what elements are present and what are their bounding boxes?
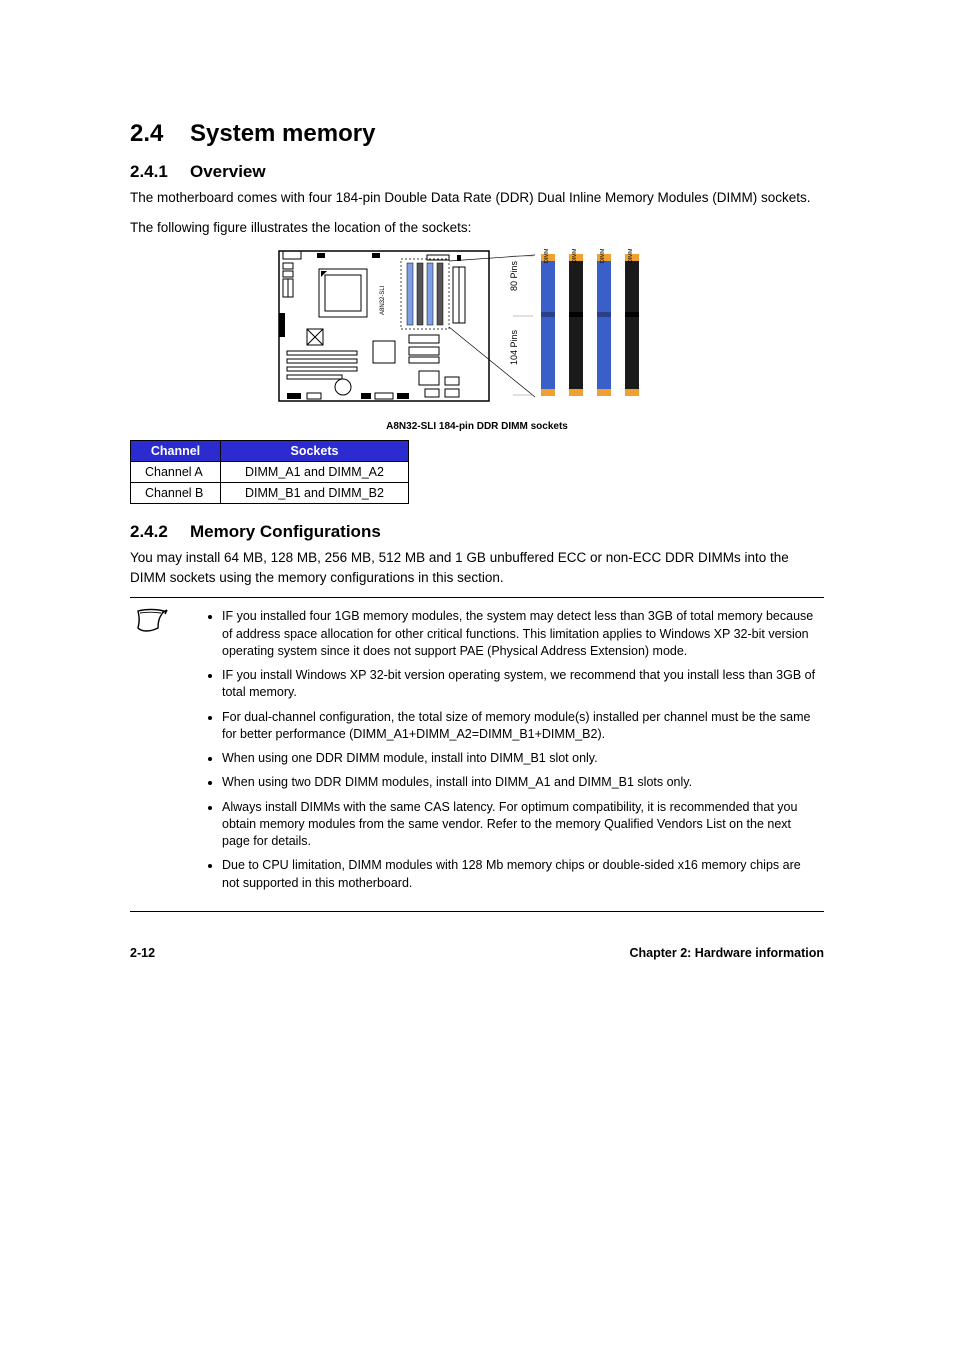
subsection-title: Overview [190, 162, 266, 181]
note-item: When using one DDR DIMM module, install … [222, 750, 820, 767]
channel-table: Channel Sockets Channel A DIMM_A1 and DI… [130, 440, 409, 504]
dimm-slot-0: DIMM_A1 [541, 249, 555, 396]
section-title: System memory [190, 120, 375, 147]
pins-top-label: 80 Pins [509, 261, 519, 292]
board-label: A8N32-SLI [380, 285, 386, 315]
dimm-diagram: A8N32-SLI 80 Pins 104 Pins [130, 249, 824, 419]
dimm-slot-3: DIMM_B2 [625, 249, 639, 396]
svg-text:DIMM_A2: DIMM_A2 [572, 249, 578, 263]
subsection-memconf-heading: 2.4.2Memory Configurations [130, 522, 824, 542]
subsection-overview-heading: 2.4.1Overview [130, 162, 824, 182]
note-icon [134, 608, 176, 899]
section-heading: 2.4System memory [130, 120, 824, 148]
subsection-number: 2.4.2 [130, 522, 190, 542]
td-sockets: DIMM_A1 and DIMM_A2 [221, 462, 409, 483]
svg-text:DIMM_B1: DIMM_B1 [600, 249, 606, 263]
pins-bottom-label: 104 Pins [509, 330, 519, 366]
note-item: When using two DDR DIMM modules, install… [222, 774, 820, 791]
td-sockets: DIMM_B1 and DIMM_B2 [221, 483, 409, 504]
td-channel: Channel A [131, 462, 221, 483]
page-number: 2-12 [130, 946, 155, 960]
dimm-on-board [407, 263, 443, 325]
note-item: Due to CPU limitation, DIMM modules with… [222, 857, 820, 892]
note-item: IF you installed four 1GB memory modules… [222, 608, 820, 660]
dimm-slot-1: DIMM_A2 [569, 249, 583, 396]
td-channel: Channel B [131, 483, 221, 504]
table-row: Channel A DIMM_A1 and DIMM_A2 [131, 462, 409, 483]
svg-text:DIMM_B2: DIMM_B2 [628, 249, 634, 263]
svg-text:DIMM_A1: DIMM_A1 [544, 249, 550, 263]
dimm-slot-2: DIMM_B1 [597, 249, 611, 396]
th-channel: Channel [131, 441, 221, 462]
table-row: Channel B DIMM_B1 and DIMM_B2 [131, 483, 409, 504]
subsection-title: Memory Configurations [190, 522, 381, 541]
note-box: IF you installed four 1GB memory modules… [130, 597, 824, 912]
note-item: Always install DIMMs with the same CAS l… [222, 799, 820, 851]
page-footer: 2-12 Chapter 2: Hardware information [130, 946, 824, 960]
overview-p1: The motherboard comes with four 184-pin … [130, 188, 824, 208]
motherboard-svg: A8N32-SLI 80 Pins 104 Pins [277, 249, 677, 414]
memconf-p1: You may install 64 MB, 128 MB, 256 MB, 5… [130, 548, 824, 587]
subsection-number: 2.4.1 [130, 162, 190, 182]
chapter-label: Chapter 2: Hardware information [630, 946, 824, 960]
diagram-caption: A8N32-SLI 184-pin DDR DIMM sockets [130, 421, 824, 432]
overview-p2: The following figure illustrates the loc… [130, 218, 824, 238]
note-item: For dual-channel configuration, the tota… [222, 709, 820, 744]
section-number: 2.4 [130, 120, 190, 148]
note-item: IF you install Windows XP 32-bit version… [222, 667, 820, 702]
th-sockets: Sockets [221, 441, 409, 462]
note-list: IF you installed four 1GB memory modules… [176, 608, 820, 899]
dimm-detail: 80 Pins 104 Pins DIMM_A1 DIMM_A2 [509, 249, 639, 396]
